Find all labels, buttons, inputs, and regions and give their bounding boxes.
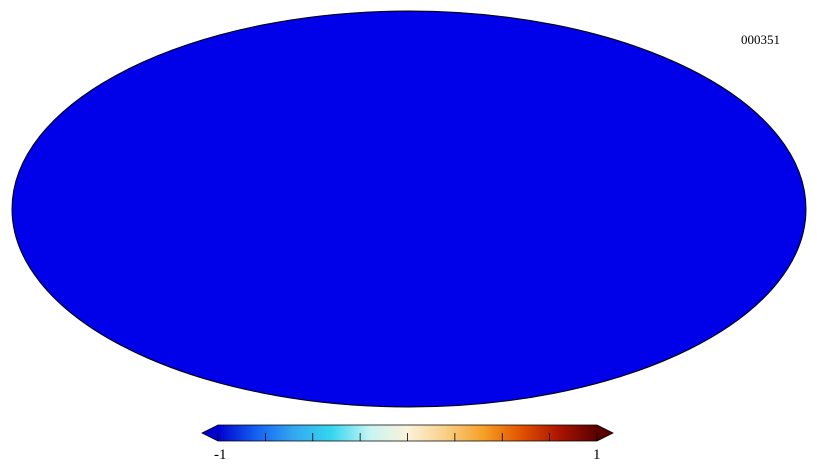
map-outline [11, 10, 807, 408]
colorbar-min-label: -1 [214, 447, 227, 463]
colorbar-max-label: 1 [593, 447, 601, 463]
map-identifier-label: 000351 [741, 32, 780, 47]
map-field [12, 11, 806, 407]
colorbar-ticks [217, 433, 598, 441]
colorbar [201, 424, 614, 442]
colorbar-max-arrow [597, 425, 613, 441]
colorbar-min-arrow [202, 425, 218, 441]
